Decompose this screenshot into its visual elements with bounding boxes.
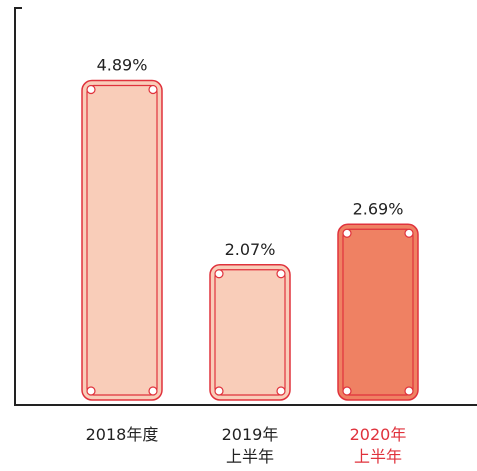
axes <box>14 7 477 406</box>
bar <box>209 264 291 401</box>
x-tick-label: 2020年上半年 <box>350 425 407 466</box>
x-tick-label: 2019年上半年 <box>222 425 279 466</box>
bar-corner-curl <box>214 386 224 396</box>
value-label: 2.69% <box>353 199 404 218</box>
x-tick-label: 2018年度 <box>86 425 159 444</box>
bar-corner-curl <box>214 269 224 279</box>
bar-corner-curl <box>86 84 96 95</box>
bar-inner-outline <box>342 228 414 396</box>
bar-inner-outline <box>86 84 158 396</box>
bar-corner-curl <box>148 84 158 95</box>
bar-corner-curl <box>148 386 158 396</box>
bar <box>337 223 419 401</box>
value-label: 4.89% <box>97 56 148 75</box>
bar-corner-curl <box>276 386 286 396</box>
bar-corner-curl <box>342 228 352 238</box>
bar <box>81 79 163 401</box>
bar-inner-outline <box>214 269 286 396</box>
bar-corner-curl <box>404 228 414 238</box>
value-label: 2.07% <box>225 240 276 259</box>
bar-corner-curl <box>86 386 96 396</box>
bar-corner-curl <box>342 386 352 396</box>
bar-corner-curl <box>276 269 286 279</box>
bar-corner-curl <box>404 386 414 396</box>
